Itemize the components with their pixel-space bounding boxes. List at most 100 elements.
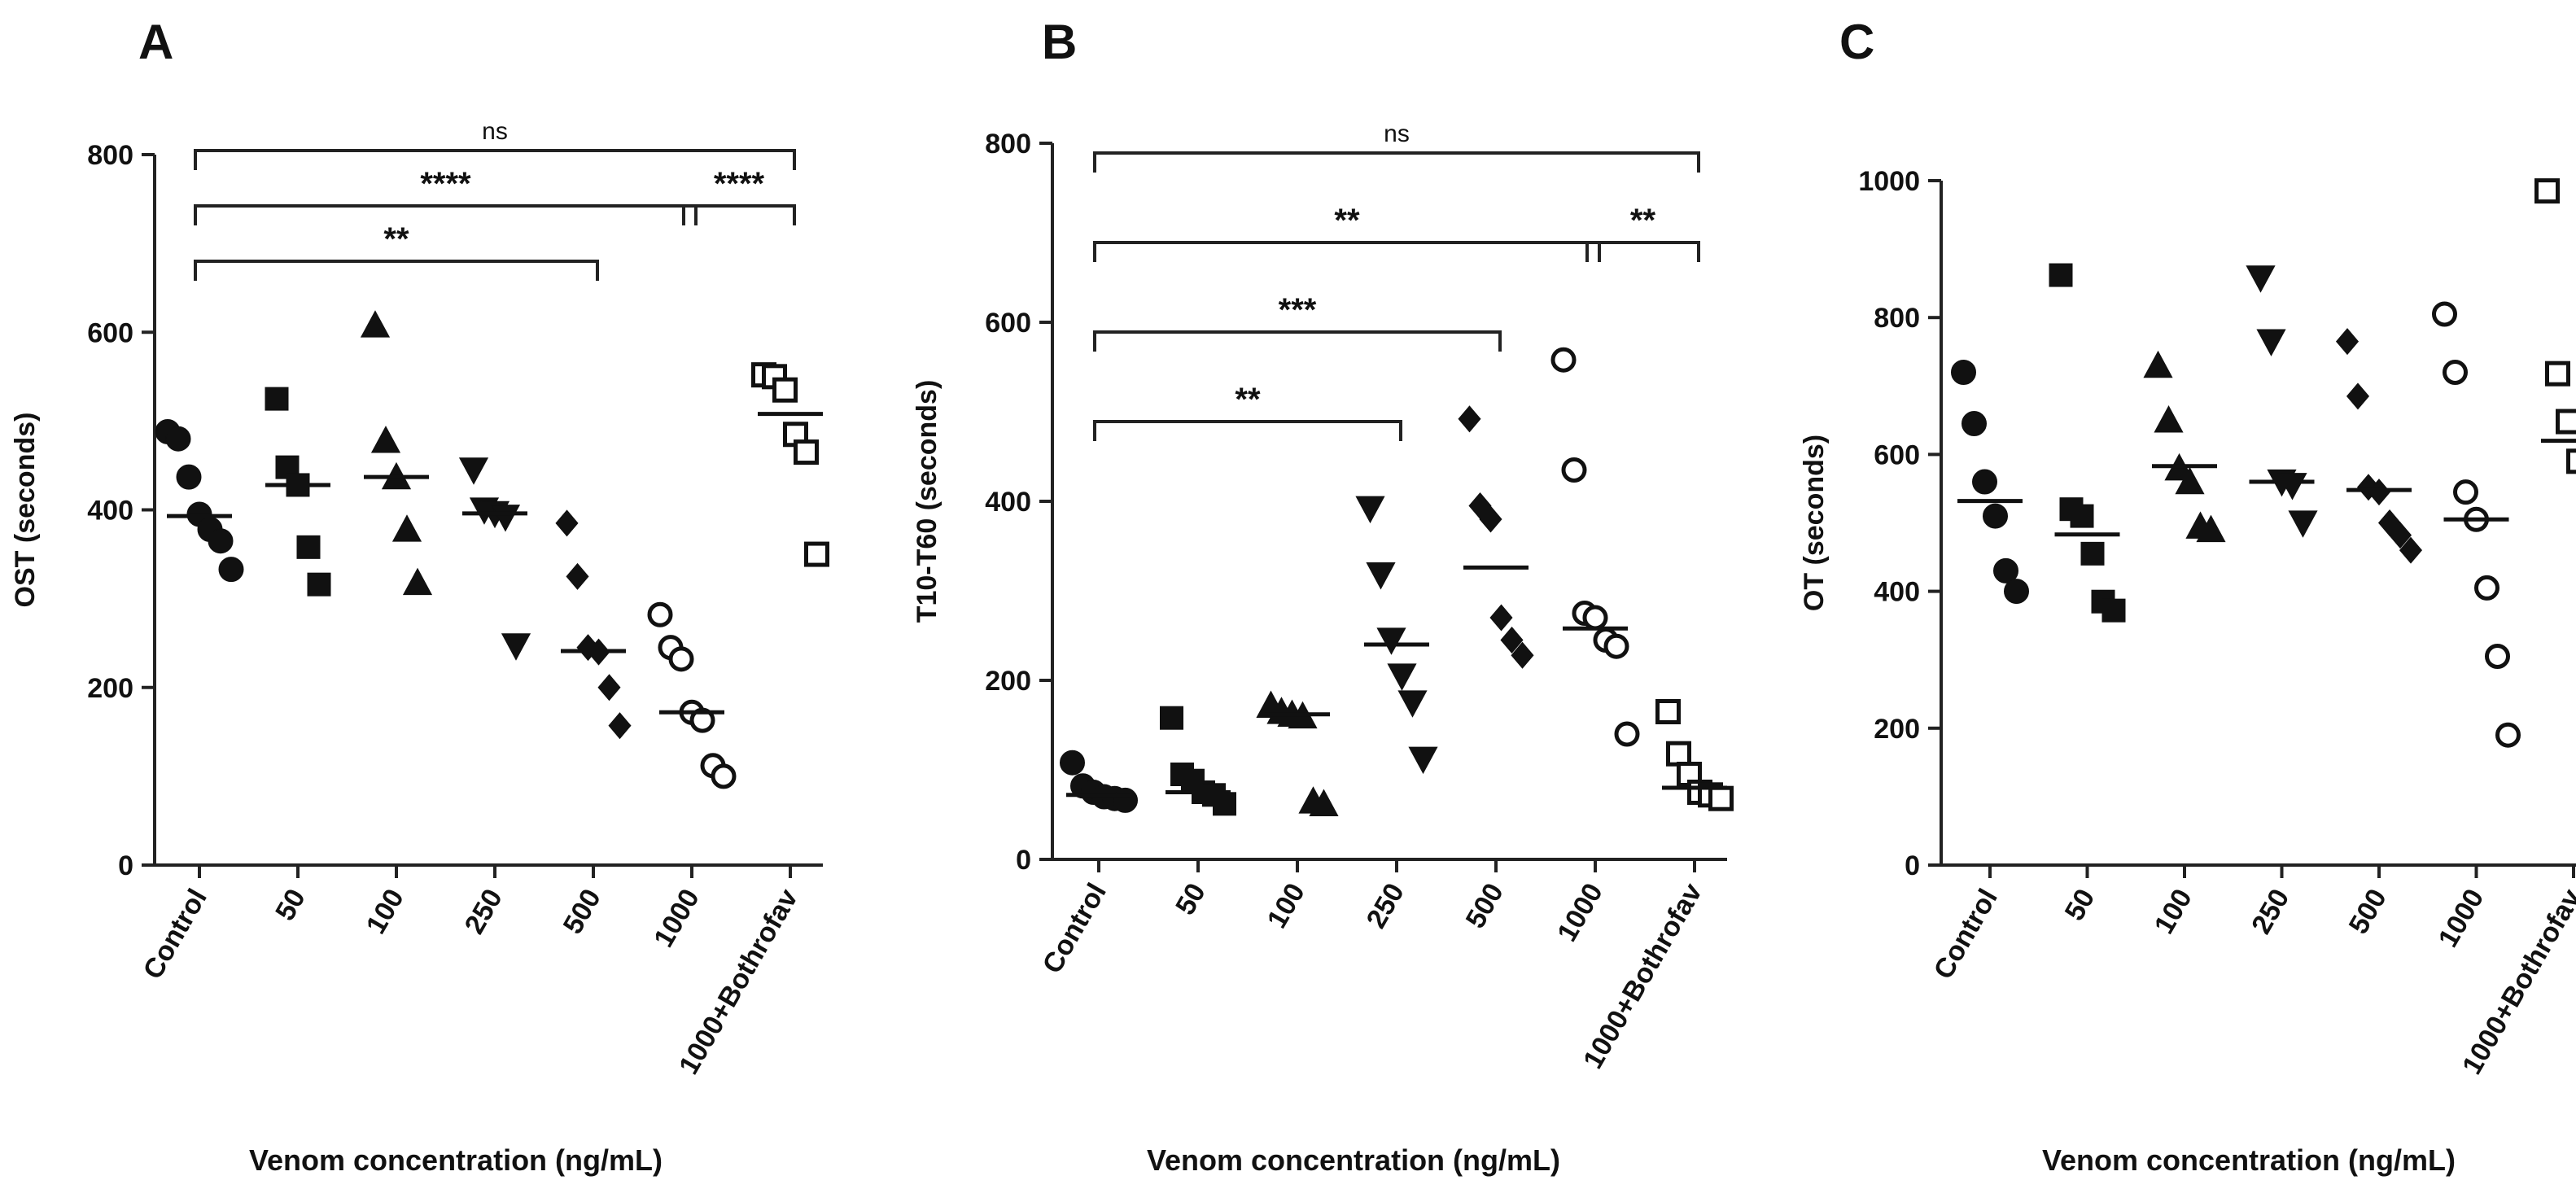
panel-c-data-point xyxy=(2154,406,2183,432)
panel-a-x-label: Venom concentration (ng/mL) xyxy=(249,1143,663,1177)
panel-c-data-point xyxy=(2548,363,2569,384)
panel-a-data-point xyxy=(671,649,692,670)
panel-b-y-tick-label: 0 xyxy=(1016,845,1031,876)
panel-b-data-point xyxy=(1409,747,1437,773)
panel-b-data-point xyxy=(1711,788,1732,809)
panel-c-data-point xyxy=(2434,304,2456,325)
panel-b-y-label: T10-T60 (seconds) xyxy=(912,380,942,623)
panel-c-data-point xyxy=(2477,577,2498,598)
panel-a-data-point xyxy=(166,426,190,451)
panel-b-x-tick-label: 100 xyxy=(1262,878,1311,933)
panel-a-data-point xyxy=(807,544,828,565)
panel-b-sig-label: ** xyxy=(1630,203,1656,238)
panel-a-data-point xyxy=(393,515,422,541)
panel-c-data-point xyxy=(2005,579,2029,604)
panel-b-data-point xyxy=(1061,750,1085,775)
panel-a-sig-label: **** xyxy=(714,166,765,202)
panel-c-data-point xyxy=(2337,329,2359,355)
panel-a-data-point xyxy=(566,564,588,590)
panel-a-data-point xyxy=(372,426,400,452)
panel-c-data-point xyxy=(2347,383,2369,409)
panel-a-sig-bracket xyxy=(195,151,794,170)
panel-b-data-point xyxy=(1398,691,1427,717)
panel-c-data-point xyxy=(2081,542,2104,565)
panel-b-label: B xyxy=(1042,15,1077,69)
panel-b-sig-label: ** xyxy=(1334,203,1360,238)
panel-c-x-tick-label: 500 xyxy=(2343,884,2393,939)
panel-a-y-tick-label: 200 xyxy=(87,673,133,704)
panel-c-data-point xyxy=(2071,505,2093,527)
panel-a-data-point xyxy=(609,713,631,739)
panel-c-y-tick-label: 800 xyxy=(1874,303,1920,334)
panel-b-data-point xyxy=(1356,496,1384,522)
panel-a-sig-bracket xyxy=(195,206,696,225)
panel-c-data-point xyxy=(2498,724,2519,745)
panel-a-data-point xyxy=(297,535,320,558)
panel-a-data-point xyxy=(796,442,817,463)
panel-c-x-label: Venom concentration (ng/mL) xyxy=(2042,1143,2456,1177)
panel-b-data-point xyxy=(1668,743,1690,764)
panel-c-data-point xyxy=(2289,511,2317,537)
panel-a-label: A xyxy=(138,15,173,69)
panel-a-sig-bracket xyxy=(684,206,794,225)
panel-a-data-point xyxy=(219,557,243,582)
panel-b-data-point xyxy=(1161,706,1183,729)
panel-a-sig-label: ** xyxy=(383,221,409,257)
panel-a-sig-label: **** xyxy=(420,166,471,202)
panel-a-y-tick-label: 800 xyxy=(87,140,133,171)
panel-c-data-point xyxy=(1983,504,2008,528)
panel-c-y-tick-label: 400 xyxy=(1874,577,1920,608)
panel-a-data-point xyxy=(649,604,671,625)
panel-c-data-point xyxy=(2102,599,2125,622)
panel-c-data-point xyxy=(1962,412,1987,436)
panel-c-x-tick-label: 50 xyxy=(2059,884,2101,926)
panel-b-x-tick-label: 250 xyxy=(1361,878,1410,933)
panel-a-data-point xyxy=(404,569,432,595)
panel-b-x-label: Venom concentration (ng/mL) xyxy=(1147,1143,1560,1177)
panel-c-y-tick-label: 200 xyxy=(1874,714,1920,745)
panel-a-x-tick-label: 1000 xyxy=(648,884,706,953)
panel-c-y-label: OT (seconds) xyxy=(1799,435,1830,611)
panel-c-y-tick-label: 0 xyxy=(1905,850,1920,881)
panel-c-data-point xyxy=(2445,361,2466,382)
panel-a-y-tick-label: 400 xyxy=(87,496,133,527)
panel-a-data-point xyxy=(177,465,201,489)
panel-a-y-label: OST (seconds) xyxy=(10,413,41,608)
panel-a-data-point xyxy=(361,311,390,337)
panel-a-data-point xyxy=(208,529,233,553)
panel-c-data-point xyxy=(2144,352,2172,378)
panel-a-x-tick-label: 100 xyxy=(361,884,410,939)
panel-c-data-point xyxy=(2246,266,2275,292)
panel-b-data-point xyxy=(1585,607,1606,628)
panel-b-data-point xyxy=(1616,723,1638,745)
panel-a-x-tick-label: 50 xyxy=(269,884,312,926)
panel-b-x-tick-label: 1000 xyxy=(1551,878,1609,947)
panel-a-data-point xyxy=(713,766,734,787)
panel-b-sig-label: ** xyxy=(1235,382,1261,417)
panel-a-x-tick-label: 250 xyxy=(459,884,509,939)
panel-a-data-point xyxy=(502,634,531,660)
panel-c-label: C xyxy=(1839,15,1874,69)
panel-a-data-point xyxy=(460,458,488,484)
panel-a-data-point xyxy=(265,387,288,410)
panel-b-x-tick-label: 500 xyxy=(1460,878,1510,933)
panel-a-data-point xyxy=(556,510,578,536)
panel-a-sig-label: ns xyxy=(482,118,508,145)
panel-c-y-tick-label: 1000 xyxy=(1858,166,1920,197)
panel-a-data-point xyxy=(308,573,330,596)
panel-b-data-point xyxy=(1658,702,1679,723)
panel-a-x-tick-label: Control xyxy=(138,884,213,985)
panel-b-data-point xyxy=(1553,349,1574,370)
panel-b-data-point xyxy=(1490,605,1512,631)
panel-b-sig-label: ns xyxy=(1384,120,1410,147)
panel-b-y-tick-label: 800 xyxy=(985,129,1031,160)
panel-c-data-point xyxy=(2049,264,2072,286)
panel-c-data-point xyxy=(1952,360,1976,384)
panel-b-x-tick-label: 50 xyxy=(1170,878,1212,920)
panel-c-data-point xyxy=(2537,181,2558,202)
panel-c-y-tick-label: 600 xyxy=(1874,439,1920,470)
panel-a-sig-bracket xyxy=(195,261,597,281)
panel-b-data-point xyxy=(1377,628,1406,654)
panel-b-y-tick-label: 400 xyxy=(985,487,1031,518)
